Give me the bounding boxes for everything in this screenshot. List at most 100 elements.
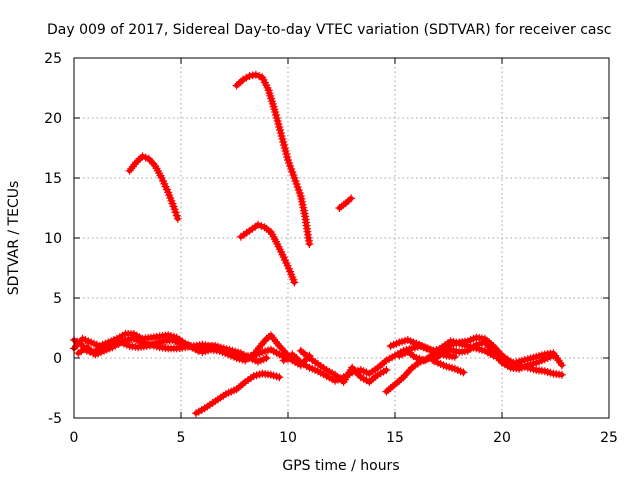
data-point [239,351,243,355]
data-point [384,368,388,372]
data-point [277,375,281,379]
data-point [200,343,204,347]
data-point [203,406,206,410]
data-point [359,375,363,379]
data-point [149,336,153,340]
data-point [275,342,279,346]
data-point [483,340,487,344]
data-point [432,352,435,356]
data-point [551,351,555,355]
data-point [402,375,406,379]
data-point [205,345,209,349]
data-point [136,345,140,349]
data-point [252,374,256,378]
x-tick-label: 20 [493,430,511,446]
data-point [166,346,170,350]
axis-ticks [73,57,610,419]
series-cluster-9 [395,337,566,370]
data-point [89,340,93,344]
data-point [248,74,251,78]
data-point [254,73,258,77]
x-tick-label: 0 [70,430,79,446]
data-point [410,366,414,370]
data-point [303,214,307,218]
data-point [222,346,226,350]
data-point [158,345,162,349]
data-point [256,360,260,364]
chart-title: Day 009 of 2017, Sidereal Day-to-day VTE… [47,22,611,38]
data-point [141,337,144,341]
y-tick-labels: -5 0 5 10 15 20 25 [44,51,62,427]
data-point [517,367,521,371]
data-point [269,373,273,377]
data-point [218,349,221,353]
data-series-layer [70,70,566,418]
data-point [235,84,239,88]
data-point [267,88,271,92]
data-point [170,338,174,342]
data-point [260,372,264,376]
data-point [141,154,144,158]
data-point [367,372,371,376]
data-point [196,349,200,353]
data-point [123,332,127,336]
data-point [551,372,555,376]
data-point [260,350,264,354]
data-point [128,169,132,173]
data-point [85,345,89,349]
x-tick-label: 10 [279,430,297,446]
data-point [134,160,138,164]
data-point [299,361,303,365]
x-axis-label: GPS time / hours [282,458,399,474]
data-point [282,358,286,362]
y-tick-label: 5 [53,291,62,307]
x-tick-label: 15 [386,430,404,446]
data-point [534,368,538,372]
data-point [526,363,530,367]
data-point [440,345,444,349]
data-point [410,346,414,350]
data-point [453,355,457,359]
data-point [543,369,547,373]
data-point [128,344,132,348]
data-point [263,225,266,229]
data-point [393,382,397,386]
data-point [462,370,465,374]
data-point [213,344,217,348]
data-point [500,357,504,361]
data-point [248,229,251,233]
data-point [260,342,264,346]
data-point [273,110,277,114]
data-point [166,190,170,194]
data-point [175,336,179,340]
data-point [449,339,453,343]
data-point [173,207,177,211]
data-point [235,387,239,391]
data-point [384,390,388,394]
data-point [282,255,286,259]
data-point [239,235,243,239]
data-point [81,337,85,341]
data-point [526,357,530,361]
data-point [260,75,264,79]
data-point [444,354,448,358]
data-point [337,206,341,210]
data-point [307,242,311,246]
data-point [517,360,521,364]
data-point [275,242,279,246]
data-point [325,368,328,372]
x-tick-label: 25 [600,430,618,446]
data-point [316,362,320,366]
data-point [466,344,470,348]
data-point [175,346,179,350]
data-point [359,368,363,372]
data-point [123,338,127,342]
data-point [280,134,284,138]
data-point [491,354,495,358]
data-point [115,337,119,341]
data-point [440,351,444,355]
data-point [457,350,461,354]
data-point [160,176,164,180]
series-arc-4 [335,194,356,212]
